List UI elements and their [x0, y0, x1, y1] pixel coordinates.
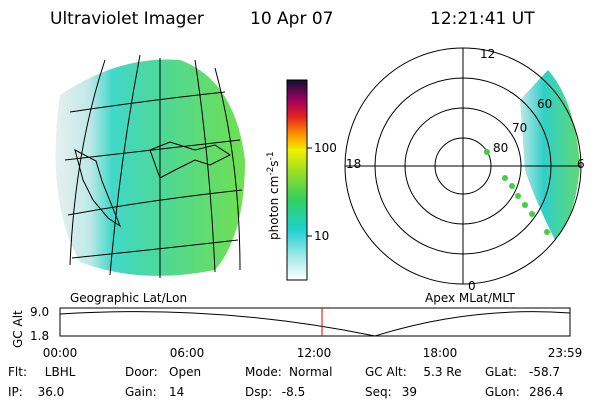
info-value: 14: [169, 385, 184, 399]
altitude-xtick: 23:59: [548, 346, 583, 360]
date: 10 Apr 07: [250, 9, 333, 29]
info-value: Normal: [289, 365, 332, 379]
altitude-xtick: 12:00: [297, 346, 332, 360]
unit: -1: [266, 151, 276, 160]
colorbar-tick-label: 100: [314, 141, 337, 155]
info-label: GLon:: [485, 385, 520, 399]
info-label: GLat:: [485, 365, 517, 379]
altitude-xtick: 00:00: [43, 346, 78, 360]
info-value: LBHL: [45, 365, 76, 379]
altitude-ytick: 1.8: [30, 329, 49, 343]
mlt-label: 0: [468, 279, 476, 293]
altitude-xtick: 18:00: [423, 346, 458, 360]
info-label: GC Alt:: [365, 365, 407, 379]
info-label: Mode:: [245, 365, 282, 379]
info-value: Open: [169, 365, 201, 379]
info-value: 5.3 Re: [423, 365, 461, 379]
info-label: Seq:: [365, 385, 392, 399]
lat-label: 80: [493, 141, 508, 155]
altitude-plot: [59, 307, 571, 337]
altitude-xtick: 06:00: [170, 346, 205, 360]
time: 12:21:41 UT: [430, 9, 535, 29]
info-value: -8.5: [282, 385, 305, 399]
mlt-label: 6: [577, 157, 585, 171]
mlt-label: 18: [346, 157, 361, 171]
info-label: Gain:: [125, 385, 157, 399]
info-value: 286.4: [529, 385, 563, 399]
unit: s: [267, 160, 281, 166]
info-label: Flt:: [8, 365, 27, 379]
lat-label: 60: [537, 97, 552, 111]
unit: -2: [266, 167, 276, 176]
info-value: -58.7: [529, 365, 560, 379]
geographic-label: Geographic Lat/Lon: [70, 291, 187, 305]
lat-label: 70: [512, 121, 527, 135]
altitude-ytick: 9.0: [30, 305, 49, 319]
info-label: IP:: [8, 385, 23, 399]
unit: photon cm: [267, 176, 281, 240]
info-label: Door:: [125, 365, 158, 379]
colorbar-label: photon cm-2s-1: [266, 151, 281, 240]
colorbar: [286, 79, 308, 281]
colorbar-tick-label: 10: [314, 229, 329, 243]
polar-label: Apex MLat/MLT: [425, 291, 515, 305]
info-label: Dsp:: [245, 385, 272, 399]
polar-plot: [344, 47, 582, 285]
mlt-label: 12: [480, 47, 495, 61]
info-value: 36.0: [38, 385, 65, 399]
geographic-image: [55, 54, 245, 278]
altitude-curve: [59, 311, 571, 337]
info-value: 39: [402, 385, 417, 399]
altitude-ylabel: GC Alt: [11, 310, 25, 348]
title: Ultraviolet Imager: [50, 9, 204, 29]
